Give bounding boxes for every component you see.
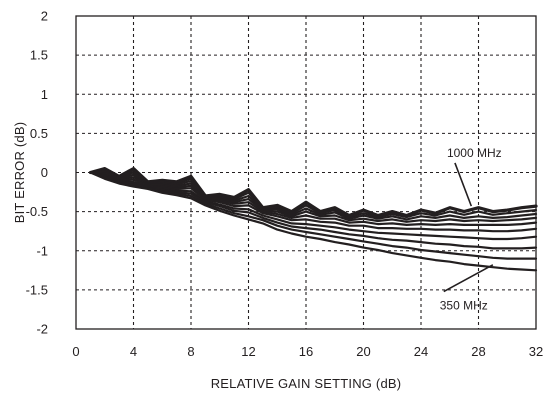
y-tick-label: 0.5 — [30, 126, 48, 141]
x-tick-label: 12 — [241, 344, 255, 359]
annotation-label: 350 MHz — [440, 299, 488, 313]
series-line — [89, 171, 538, 250]
x-tick-label: 4 — [130, 344, 137, 359]
x-tick-label: 32 — [529, 344, 543, 359]
plot-frame — [75, 15, 537, 330]
series-line — [89, 171, 538, 241]
y-tick-labels: 2 1.5 1 0.5 0 -0.5 -1 -1.5 -2 — [26, 9, 48, 337]
series-line — [89, 171, 538, 233]
x-tick-label: 8 — [187, 344, 194, 359]
annotations: 1000 MHz 350 MHz — [440, 146, 502, 313]
y-tick-label: -2 — [36, 322, 48, 337]
y-tick-label: 0 — [41, 165, 48, 180]
x-tick-label: 20 — [356, 344, 370, 359]
x-tick-label: 0 — [72, 344, 79, 359]
x-tick-label: 16 — [299, 344, 313, 359]
x-tick-label: 24 — [414, 344, 428, 359]
y-tick-label: -0.5 — [26, 204, 48, 219]
series-line — [89, 171, 538, 226]
annotation-label: 1000 MHz — [447, 146, 502, 160]
y-axis-title: BIT ERROR (dB) — [12, 122, 27, 224]
y-tick-label: -1 — [36, 243, 48, 258]
x-tick-label: 28 — [471, 344, 485, 359]
series-lines — [88, 167, 538, 272]
annotation-leader — [443, 264, 494, 293]
series-line — [89, 170, 538, 221]
y-tick-label: 1 — [41, 87, 48, 102]
annotation-leader — [454, 162, 473, 207]
x-tick-labels: 0 4 8 12 16 20 24 28 32 — [72, 344, 543, 359]
grid-lines — [76, 16, 536, 329]
y-tick-label: 1.5 — [30, 48, 48, 63]
series-line — [89, 171, 538, 223]
y-tick-label: 2 — [41, 9, 48, 24]
series-line — [89, 171, 538, 272]
x-axis-title: RELATIVE GAIN SETTING (dB) — [211, 376, 402, 391]
series-line — [89, 171, 538, 260]
y-tick-label: -1.5 — [26, 282, 48, 297]
